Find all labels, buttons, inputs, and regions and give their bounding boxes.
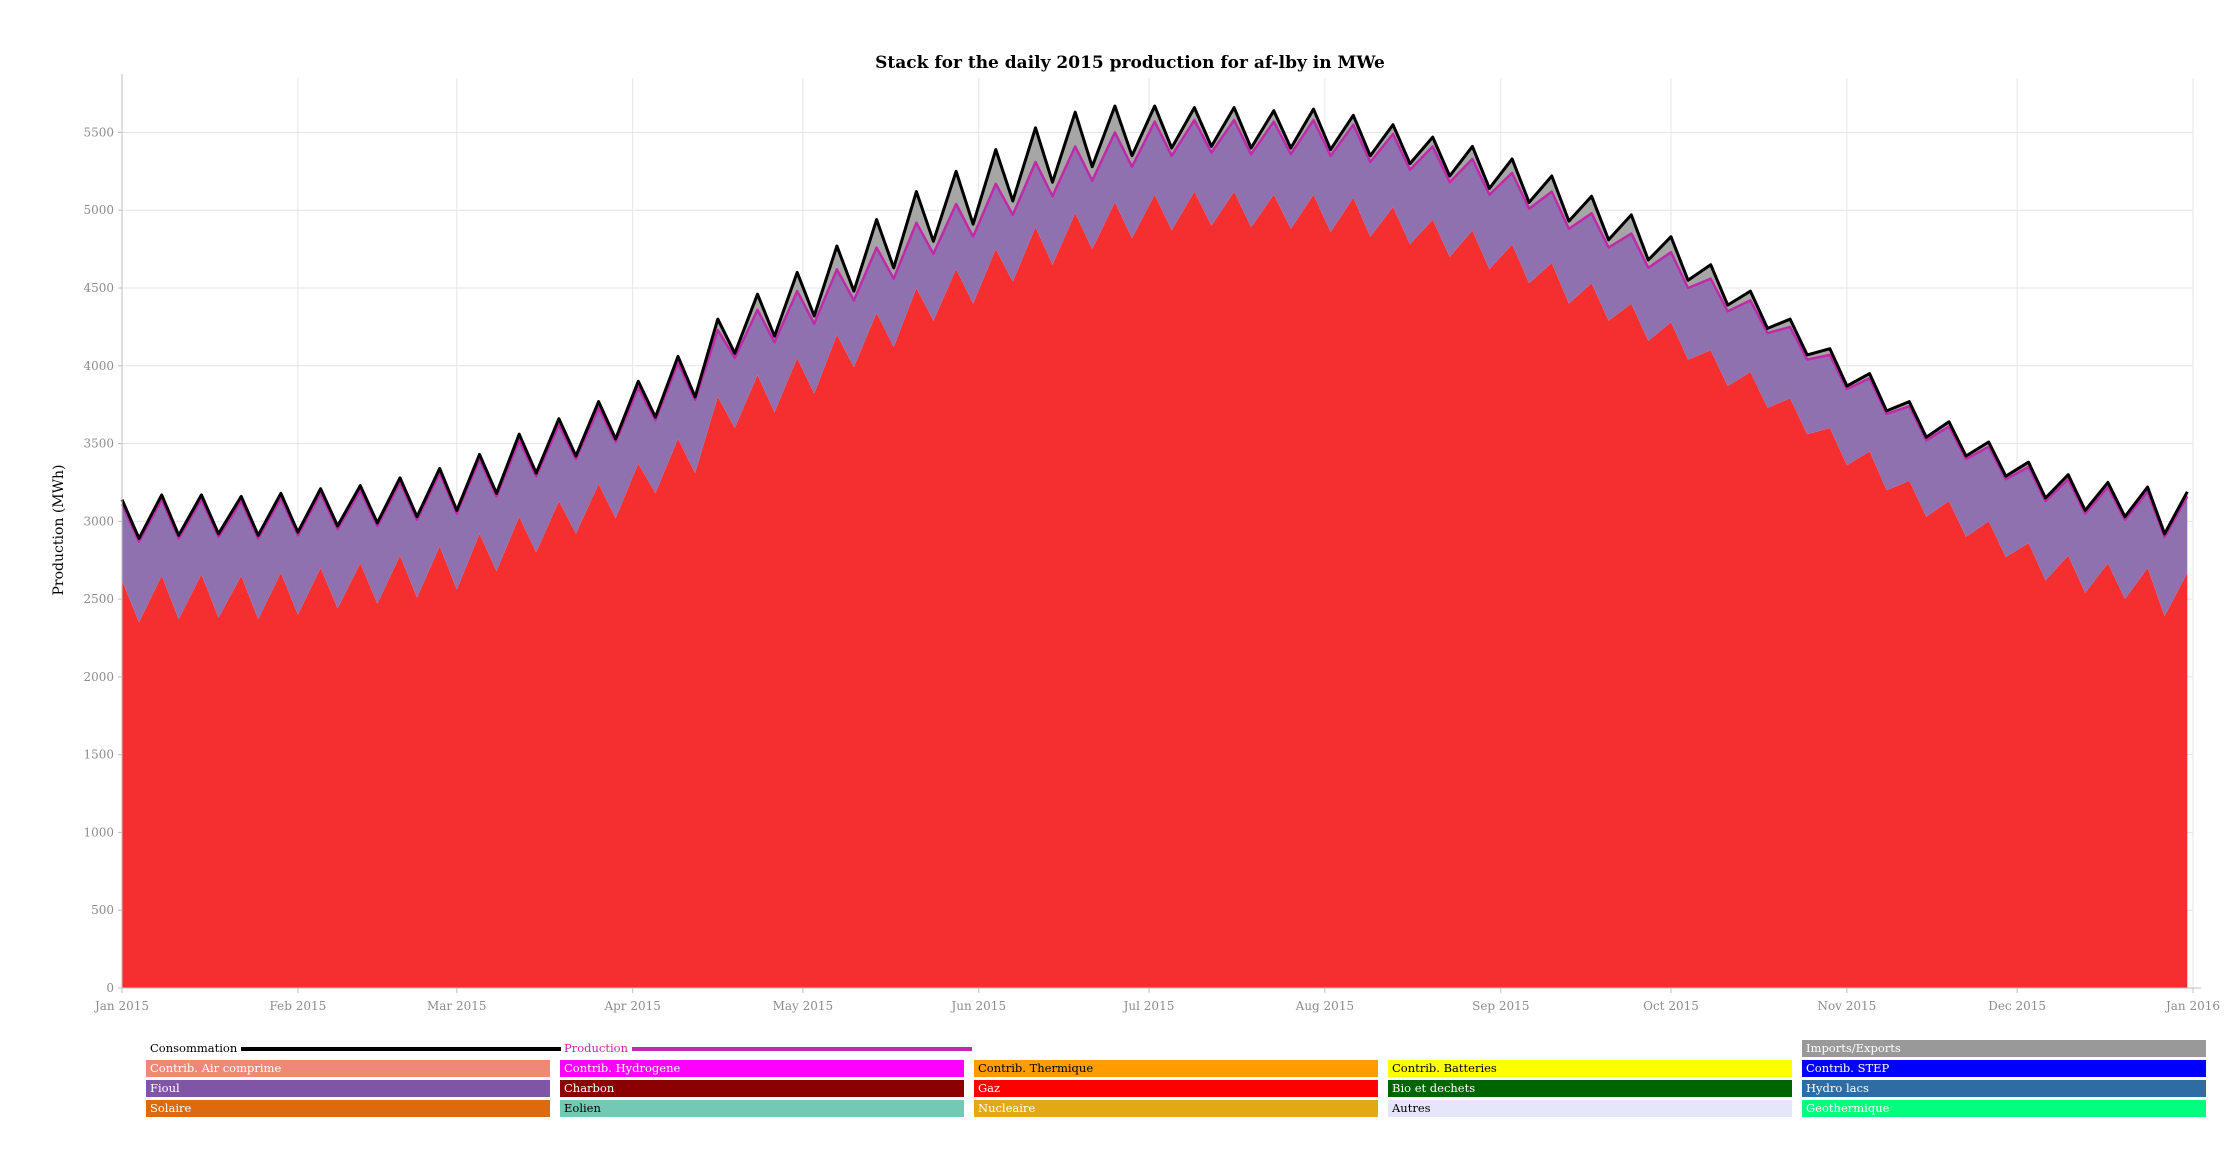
y-axis-label: Production (MWh) bbox=[51, 464, 67, 595]
x-tick-label: Jan 2015 bbox=[93, 999, 149, 1013]
legend-item-contrib-thermique[interactable]: Contrib. Thermique bbox=[974, 1060, 1378, 1077]
legend-item-contrib-step[interactable]: Contrib. STEP bbox=[1802, 1060, 2206, 1077]
legend: Consommation Production Imports/Exports C… bbox=[146, 1040, 2206, 1144]
y-tick-label: 1000 bbox=[83, 825, 114, 839]
legend-item-charbon[interactable]: Charbon bbox=[560, 1080, 964, 1097]
x-tick-label: Aug 2015 bbox=[1295, 999, 1354, 1013]
legend-item-autres[interactable]: Autres bbox=[1388, 1100, 1792, 1117]
total-lines bbox=[120, 104, 2189, 543]
legend-item-imports-exports[interactable]: Imports/Exports bbox=[1802, 1040, 2206, 1057]
area-gaz bbox=[122, 191, 2188, 989]
axes: 0 500 1000 1500 2000 2500 3000 3500 4000 4500 5000… bbox=[83, 74, 2220, 1013]
y-tick-label: 3000 bbox=[83, 514, 114, 528]
line-consommation bbox=[120, 104, 2189, 540]
x-tick-label: Nov 2015 bbox=[1817, 999, 1876, 1013]
y-tick-label: 2000 bbox=[83, 670, 114, 684]
x-tick-label: Feb 2015 bbox=[269, 999, 326, 1013]
x-tick-label: Jan 2016 bbox=[2164, 999, 2220, 1013]
stacked-areas bbox=[122, 106, 2188, 989]
legend-production-label: Production bbox=[564, 1041, 628, 1055]
legend-item-contrib-batteries[interactable]: Contrib. Batteries bbox=[1388, 1060, 1792, 1077]
x-tick-label: Dec 2015 bbox=[1988, 999, 2046, 1013]
x-tick-label: Sep 2015 bbox=[1472, 999, 1529, 1013]
x-tick-label: Jul 2015 bbox=[1122, 999, 1175, 1013]
y-tick-label: 5500 bbox=[83, 125, 114, 139]
y-tick-label: 4500 bbox=[83, 281, 114, 295]
y-tick-label: 500 bbox=[91, 903, 114, 917]
y-tick-label: 4000 bbox=[83, 359, 114, 373]
legend-item-solaire[interactable]: Solaire bbox=[146, 1100, 550, 1117]
area-hydro-lacs bbox=[122, 120, 2188, 623]
x-tick-label: Apr 2015 bbox=[603, 999, 660, 1013]
legend-consommation[interactable]: Consommation bbox=[150, 1040, 562, 1057]
legend-item-eolien[interactable]: Eolien bbox=[560, 1100, 964, 1117]
x-tick-label: Jun 2015 bbox=[949, 999, 1006, 1013]
x-tick-label: May 2015 bbox=[773, 999, 834, 1013]
legend-item-fioul[interactable]: Fioul bbox=[146, 1080, 550, 1097]
y-tick-label: 1500 bbox=[83, 748, 114, 762]
legend-consommation-label: Consommation bbox=[150, 1041, 238, 1055]
x-tick-label: Oct 2015 bbox=[1643, 999, 1699, 1013]
chart-title: Stack for the daily 2015 production for … bbox=[875, 53, 1385, 73]
legend-production-swatch bbox=[632, 1047, 972, 1051]
legend-row: Contrib. Air comprime Contrib. Hydrogene C… bbox=[146, 1060, 2206, 1077]
legend-item-hydro-lacs[interactable]: Hydro lacs bbox=[1802, 1080, 2206, 1097]
legend-item-geothermique[interactable]: Geothermique bbox=[1802, 1100, 2206, 1117]
legend-item-contrib-hydrogene[interactable]: Contrib. Hydrogene bbox=[560, 1060, 964, 1077]
legend-row: Fioul Charbon Gaz Bio et dechets Hydro lacs bbox=[146, 1080, 2206, 1097]
y-tick-label: 5000 bbox=[83, 203, 114, 217]
y-tick-label: 2500 bbox=[83, 592, 114, 606]
y-tick-label: 0 bbox=[106, 981, 114, 995]
legend-item-gaz[interactable]: Gaz bbox=[974, 1080, 1378, 1097]
legend-item-contrib-air-comprime[interactable]: Contrib. Air comprime bbox=[146, 1060, 550, 1077]
legend-item-bio-et-dechets[interactable]: Bio et dechets bbox=[1388, 1080, 1792, 1097]
legend-row: Imports/Exports bbox=[146, 1040, 2206, 1057]
y-tick-label: 3500 bbox=[83, 437, 114, 451]
legend-consommation-swatch bbox=[241, 1047, 562, 1051]
x-tick-label: Mar 2015 bbox=[427, 999, 487, 1013]
legend-item-nucleaire[interactable]: Nucleaire bbox=[974, 1100, 1378, 1117]
legend-production[interactable]: Production bbox=[564, 1040, 972, 1057]
legend-row: Solaire Eolien Nucleaire Autres Geothermique bbox=[146, 1100, 2206, 1117]
